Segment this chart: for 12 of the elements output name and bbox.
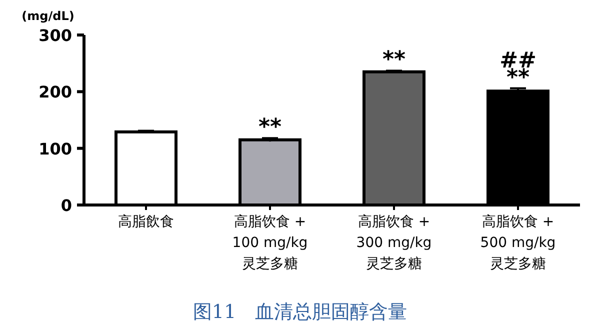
annotation: ** — [382, 48, 406, 73]
y-tick-label: 200 — [38, 82, 72, 102]
x-tick-label: 高脂饮食 + 300 mg/kg 灵芝多糖 — [356, 214, 432, 272]
y-tick-label: 100 — [38, 139, 72, 158]
y-axis-title: (mg/dL) — [22, 9, 74, 23]
y-tick-label: 300 — [38, 26, 72, 45]
x-tick-label: 高脂飲食 — [118, 214, 174, 230]
x-tick-label: 高脂饮食 + 100 mg/kg 灵芝多糖 — [232, 214, 308, 272]
x-tick-label: 高脂饮食 + 500 mg/kg 灵芝多糖 — [480, 214, 556, 272]
y-tick-label: 0 — [60, 196, 72, 215]
annotation: ** — [258, 115, 282, 140]
text: 图11 血清总胆固醇含量 — [192, 301, 408, 323]
